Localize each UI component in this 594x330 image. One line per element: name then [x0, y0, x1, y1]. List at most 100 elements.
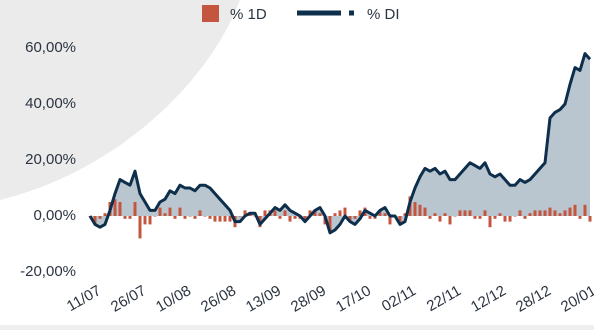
bar: [228, 216, 232, 222]
bar: [543, 210, 547, 216]
bar: [433, 213, 437, 216]
bar: [528, 213, 532, 216]
bar: [418, 204, 422, 216]
bar: [283, 210, 287, 216]
bar: [523, 216, 527, 219]
bar: [493, 216, 497, 219]
bar: [333, 213, 337, 216]
bar: [563, 210, 567, 216]
legend-label: % 1D: [230, 6, 267, 23]
bar: [558, 213, 562, 216]
bar: [193, 216, 197, 219]
bar: [398, 216, 402, 225]
bar: [168, 207, 172, 216]
bar: [188, 216, 192, 217]
legend-swatch: [202, 5, 219, 22]
bar: [358, 210, 362, 216]
bar: [123, 216, 127, 219]
bar: [553, 210, 557, 216]
y-tick-label: 60,00%: [25, 39, 76, 56]
bar: [328, 216, 332, 233]
bar: [313, 210, 317, 216]
bar: [218, 216, 222, 222]
bar: [568, 207, 572, 216]
bar: [423, 207, 427, 216]
bar: [173, 216, 177, 219]
bar: [98, 216, 102, 219]
bar: [473, 216, 477, 219]
bar: [468, 210, 472, 216]
bar: [458, 210, 462, 216]
bar: [153, 216, 157, 217]
y-tick-label: 40,00%: [25, 95, 76, 112]
bar: [438, 216, 442, 222]
bar: [513, 216, 517, 217]
line: [88, 52, 592, 235]
bar: [213, 216, 217, 222]
bar: [413, 202, 417, 216]
bar: [273, 210, 277, 216]
bar: [343, 207, 347, 216]
bar: [143, 216, 147, 225]
bar: [113, 199, 117, 216]
bar: [93, 216, 97, 225]
bar: [478, 216, 482, 219]
bar: [138, 216, 142, 239]
bar: [448, 216, 452, 225]
bar: [503, 216, 507, 222]
y-tick-label: 0,00%: [33, 207, 76, 224]
bar: [348, 216, 352, 222]
bar: [483, 210, 487, 216]
bar: [243, 210, 247, 216]
bar: [338, 210, 342, 216]
bar: [533, 210, 537, 216]
bar: [288, 216, 292, 222]
bar: [148, 216, 152, 225]
bar: [163, 213, 167, 216]
bar: [498, 213, 502, 216]
bar: [208, 216, 212, 219]
bar: [378, 210, 382, 216]
bar: [488, 216, 492, 228]
y-tick-label: 20,00%: [25, 151, 76, 168]
bar: [183, 216, 187, 219]
bar: [443, 213, 447, 216]
legend: % 1D % DI: [202, 5, 400, 23]
bar: [368, 216, 372, 219]
bar: [203, 216, 207, 217]
bar: [428, 216, 432, 219]
bar: [308, 210, 312, 216]
bar: [518, 210, 522, 216]
bar: [463, 210, 467, 216]
bar: [198, 210, 202, 216]
bar: [238, 216, 242, 217]
bar: [353, 216, 357, 219]
y-tick-label: -20,00%: [20, 263, 76, 280]
bar: [293, 216, 297, 219]
bar: [128, 216, 132, 219]
bar: [403, 213, 407, 216]
bar: [388, 216, 392, 225]
bar: [508, 216, 512, 222]
bar: [118, 202, 122, 216]
legend-label: % DI: [367, 6, 400, 23]
bar: [578, 216, 582, 219]
bar: [548, 207, 552, 216]
bar: [303, 216, 307, 222]
bar: [583, 204, 587, 216]
bar: [588, 216, 592, 222]
bar: [103, 213, 107, 216]
bar: [453, 216, 457, 217]
bar: [278, 216, 282, 219]
area: [90, 53, 590, 233]
bar: [573, 204, 577, 216]
bar: [383, 213, 387, 216]
bar: [223, 216, 227, 222]
legend-swatch: [349, 10, 354, 16]
bar: [133, 202, 137, 216]
bar: [538, 210, 542, 216]
bar: [318, 213, 322, 216]
